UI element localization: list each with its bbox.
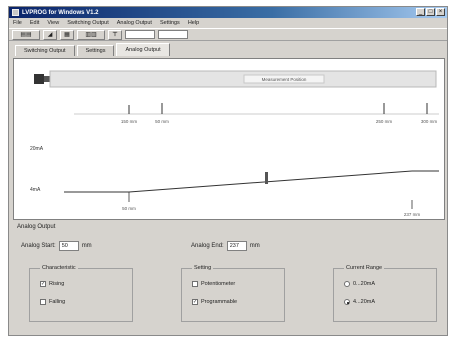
- menu-switching-output[interactable]: Switching Output: [67, 20, 109, 26]
- menu-analog-output[interactable]: Analog Output: [116, 20, 152, 26]
- toolbar-combo-2[interactable]: [158, 30, 188, 39]
- analog-end-input[interactable]: 237: [226, 241, 247, 251]
- option-0-20ma[interactable]: 0...20mA: [344, 281, 375, 287]
- window-title: LVPROG for Windows V1.2: [22, 9, 99, 16]
- tab-switching-output[interactable]: Switching Output: [15, 45, 75, 56]
- section-title: Analog Output: [17, 224, 56, 230]
- setting-label: Setting: [192, 265, 214, 271]
- option-falling[interactable]: Falling: [40, 299, 65, 305]
- toolbar: ▤▤ ◢ ▦ ▥▥ ⊤: [9, 28, 447, 41]
- menu-view[interactable]: View: [47, 20, 60, 26]
- sensor-label: Measurement Position: [262, 77, 307, 82]
- range-0-20ma-radio[interactable]: [344, 281, 350, 287]
- analog-start-input[interactable]: 50: [58, 241, 79, 251]
- rising-label: Rising: [49, 281, 65, 287]
- chart-icon[interactable]: ◢: [43, 29, 57, 40]
- menu-help[interactable]: Help: [187, 20, 200, 26]
- programmable-checkbox[interactable]: ✓: [192, 299, 198, 305]
- minimize-button[interactable]: _: [416, 8, 425, 16]
- potentiometer-label: Potentiometer: [201, 281, 236, 287]
- menu-bar: File Edit View Switching Output Analog O…: [9, 18, 447, 28]
- analog-start-row: Analog Start: 50 mm: [21, 241, 92, 251]
- tab-strip: Switching Output Settings Analog Output: [15, 43, 170, 56]
- falling-label: Falling: [49, 299, 66, 305]
- grid-icon[interactable]: ▦: [60, 29, 74, 40]
- tab-analog-output[interactable]: Analog Output: [116, 43, 170, 56]
- falling-checkbox[interactable]: [40, 299, 46, 305]
- range-4-20ma-radio[interactable]: [344, 299, 350, 305]
- current-range-group: Current Range 0...20mA 4...20mA: [333, 265, 437, 322]
- characteristic-group: Characteristic ✓ Rising Falling: [29, 265, 133, 322]
- analog-start-unit: mm: [81, 243, 92, 249]
- sensor-icon[interactable]: ▤▤: [12, 29, 40, 40]
- y-label-20ma: 20mA: [30, 146, 44, 152]
- tick-label-right-1: 300 mm: [421, 119, 438, 124]
- characteristic-label: Characteristic: [40, 265, 78, 271]
- position-graph: Measurement Position 50 mm 150 mm 250 mm…: [30, 70, 439, 217]
- characteristic-line: [128, 170, 413, 193]
- option-rising[interactable]: ✓ Rising: [40, 281, 64, 287]
- app-icon: [12, 9, 19, 16]
- option-programmable[interactable]: ✓ Programmable: [192, 299, 237, 305]
- sensor-connector: [44, 76, 50, 82]
- analog-start-label: Analog Start:: [21, 243, 56, 249]
- analog-output-section: Analog Output Analog Start: 50 mm Analog…: [13, 224, 445, 332]
- option-4-20ma[interactable]: 4...20mA: [344, 299, 375, 305]
- tick-label-top-1: 150 mm: [121, 119, 138, 124]
- table-icon[interactable]: ▥▥: [77, 29, 105, 40]
- potentiometer-checkbox[interactable]: [192, 281, 198, 287]
- menu-edit[interactable]: Edit: [29, 20, 40, 26]
- sensor-head: [34, 74, 44, 84]
- range-4-20ma-label: 4...20mA: [353, 299, 376, 305]
- analog-end-label: Analog End:: [191, 243, 224, 249]
- close-button[interactable]: ×: [436, 8, 445, 16]
- toolbar-combo[interactable]: [125, 30, 155, 39]
- title-bar: LVPROG for Windows V1.2 _ □ ×: [9, 7, 447, 18]
- tab-settings[interactable]: Settings: [76, 45, 115, 56]
- tick-label-right-0: 250 mm: [376, 119, 393, 124]
- setting-group: Setting Potentiometer ✓ Programmable: [181, 265, 285, 322]
- maximize-button[interactable]: □: [426, 8, 435, 16]
- programmable-label: Programmable: [201, 299, 238, 305]
- sensor-rod: [49, 70, 437, 88]
- y-label-4ma: 4mA: [30, 187, 41, 193]
- rising-checkbox[interactable]: ✓: [40, 281, 46, 287]
- menu-settings[interactable]: Settings: [159, 20, 180, 26]
- option-potentiometer[interactable]: Potentiometer: [192, 281, 235, 287]
- range-0-20ma-label: 0...20mA: [353, 281, 376, 287]
- start-point-label: 50 mm: [122, 206, 136, 211]
- graph-panel: Measurement Position 50 mm 150 mm 250 mm…: [13, 58, 445, 220]
- current-range-label: Current Range: [344, 265, 385, 271]
- position-cursor[interactable]: [265, 172, 268, 184]
- menu-file[interactable]: File: [13, 20, 22, 26]
- analog-end-unit: mm: [249, 243, 260, 249]
- tick-label-top-0: 50 mm: [155, 119, 169, 124]
- analog-end-row: Analog End: 237 mm: [191, 241, 260, 251]
- ruler-icon[interactable]: ⊤: [108, 29, 122, 40]
- app-window: LVPROG for Windows V1.2 _ □ × File Edit …: [8, 6, 448, 336]
- end-point-label: 237 mm: [404, 212, 421, 217]
- measurement-position-box: [243, 74, 325, 84]
